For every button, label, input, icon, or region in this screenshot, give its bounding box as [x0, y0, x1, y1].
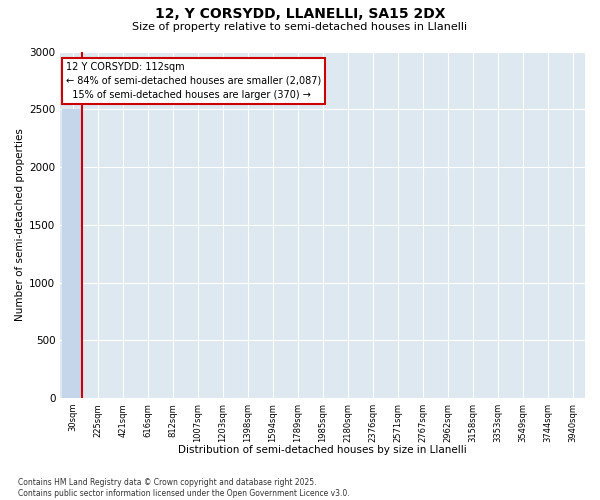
Text: 12 Y CORSYDD: 112sqm
← 84% of semi-detached houses are smaller (2,087)
  15% of : 12 Y CORSYDD: 112sqm ← 84% of semi-detac…	[65, 62, 321, 100]
Y-axis label: Number of semi-detached properties: Number of semi-detached properties	[15, 128, 25, 321]
X-axis label: Distribution of semi-detached houses by size in Llanelli: Distribution of semi-detached houses by …	[178, 445, 467, 455]
Bar	[62, 110, 83, 398]
Text: Contains HM Land Registry data © Crown copyright and database right 2025.
Contai: Contains HM Land Registry data © Crown c…	[18, 478, 350, 498]
Text: 12, Y CORSYDD, LLANELLI, SA15 2DX: 12, Y CORSYDD, LLANELLI, SA15 2DX	[155, 8, 445, 22]
Text: Size of property relative to semi-detached houses in Llanelli: Size of property relative to semi-detach…	[133, 22, 467, 32]
